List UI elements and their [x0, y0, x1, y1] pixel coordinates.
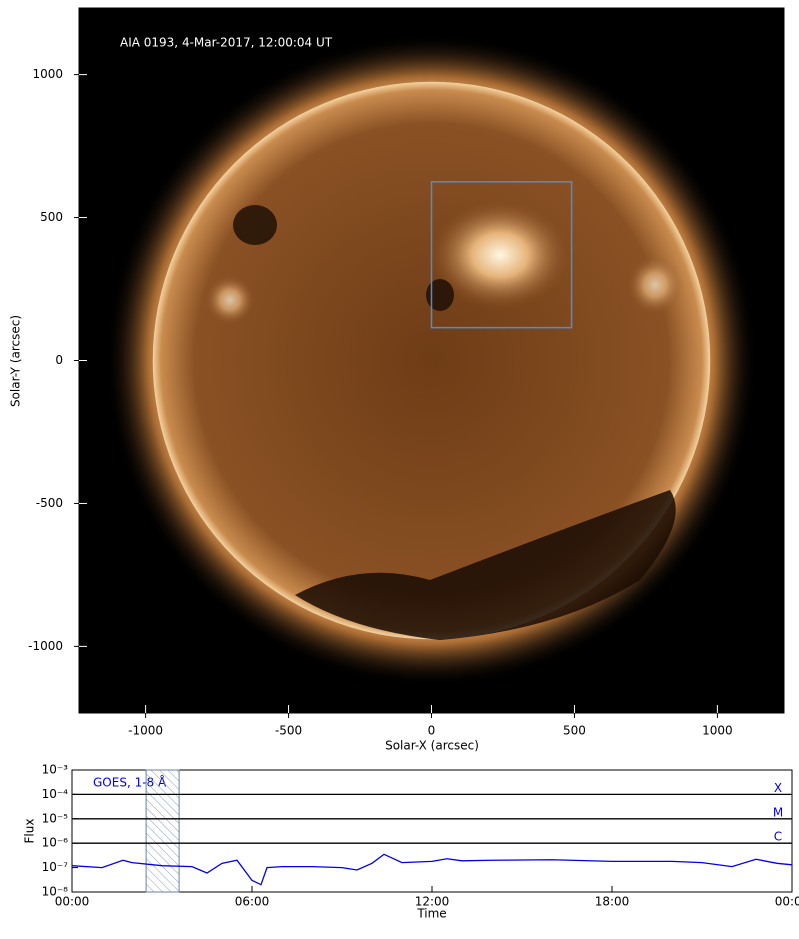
x-tick-label: 00:00 [775, 895, 799, 909]
y-tick-label: 0 [55, 353, 63, 367]
x-tick-label: -1000 [128, 724, 163, 738]
shaded-interval [145, 769, 180, 893]
y-tick-label: -1000 [28, 639, 63, 653]
sun-features [205, 200, 683, 640]
y-tick-label: 1000 [32, 67, 63, 81]
x-tick-label: -500 [275, 724, 302, 738]
x-tick-label: 0 [428, 724, 436, 738]
flare-level-label: X [774, 781, 782, 795]
flare-level-label: M [773, 805, 783, 819]
x-tick-label: 18:00 [595, 895, 630, 909]
x-axis-label: Solar-X (arcsec) [385, 739, 479, 753]
y-tick-label: 10⁻⁴ [42, 787, 69, 801]
y-tick-label: 10⁻⁵ [42, 811, 69, 825]
lightcurve-frame [71, 769, 793, 893]
x-tick-label: 12:00 [415, 895, 450, 909]
y-tick-label: 500 [40, 210, 63, 224]
x-tick-label: 1000 [702, 724, 733, 738]
flux-line [71, 853, 793, 886]
y-axis-label: Flux [23, 819, 37, 844]
y-tick-label: 10⁻³ [42, 763, 69, 777]
y-tick-label: 10⁻⁷ [42, 860, 69, 874]
x-tick-label: 00:00 [55, 895, 90, 909]
y-axis-label: Solar-Y (arcsec) [9, 315, 23, 407]
image-title: AIA 0193, 4-Mar-2017, 12:00:04 UT [120, 36, 333, 50]
x-tick-label: 06:00 [235, 895, 270, 909]
x-axis-label: Time [416, 907, 446, 921]
y-tick-label: -500 [36, 496, 63, 510]
region-box [430, 181, 573, 329]
flare-level-label: C [774, 830, 782, 844]
y-tick-label: 10⁻⁸ [42, 885, 69, 899]
x-tick-label: 500 [563, 724, 586, 738]
y-tick-label: 10⁻⁶ [42, 836, 69, 850]
